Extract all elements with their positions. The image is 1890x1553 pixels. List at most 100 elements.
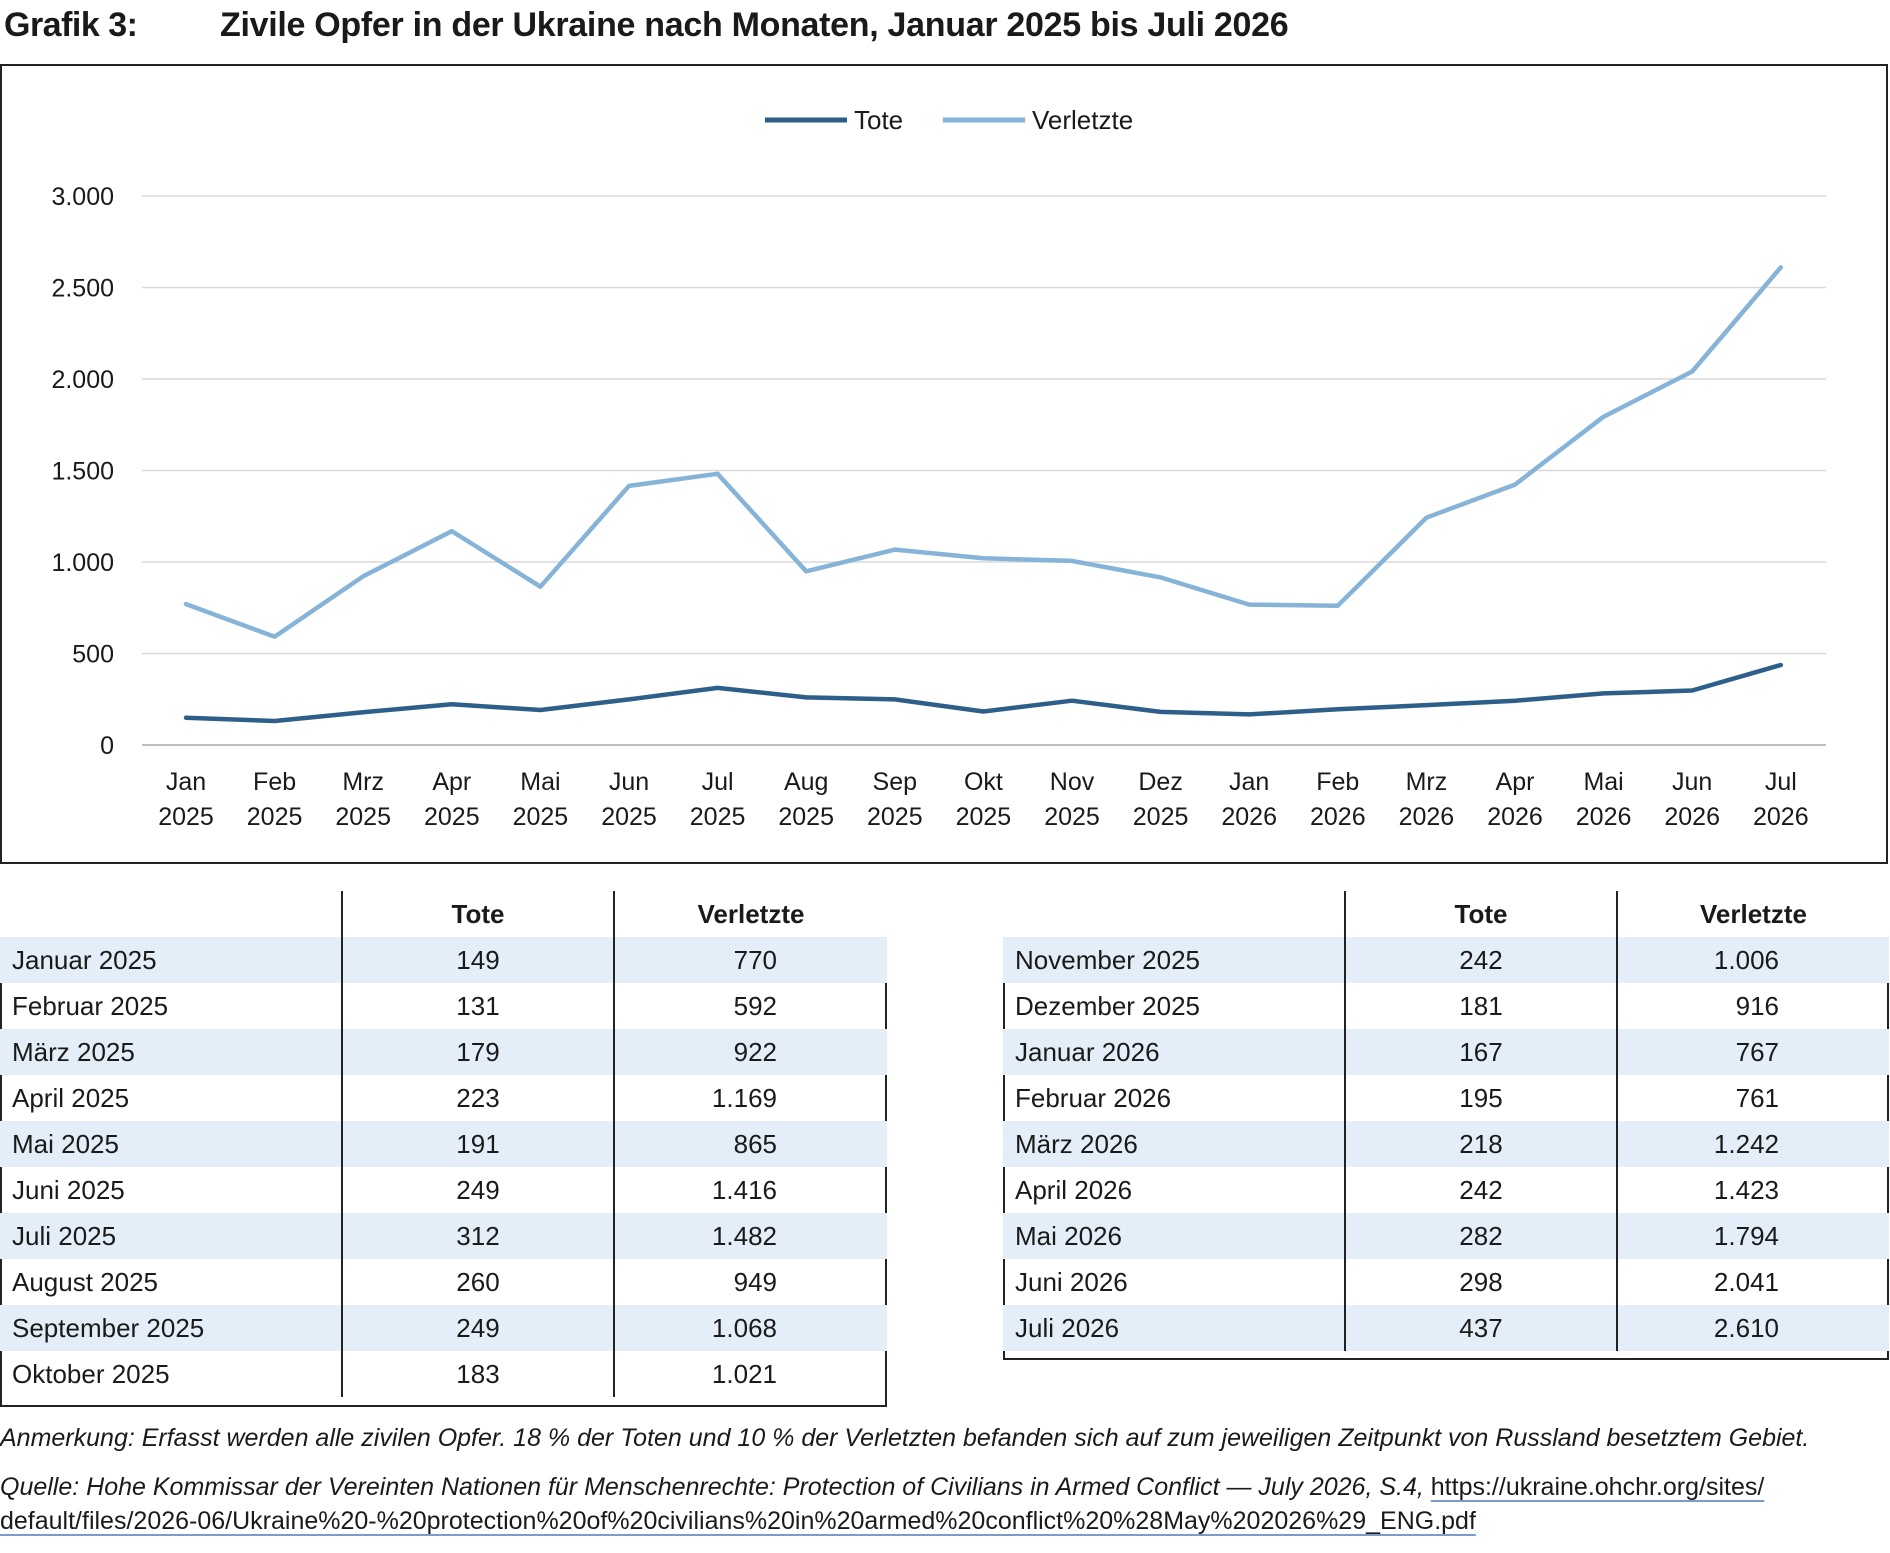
table-cell-tote: 282 — [1344, 1213, 1617, 1259]
table-cell-verletzte: 949 — [613, 1259, 887, 1305]
table-cell-verletzte: 1.482 — [613, 1213, 887, 1259]
table-cell-tote: 218 — [1344, 1121, 1617, 1167]
table-cell-verletzte: 761 — [1616, 1075, 1889, 1121]
table-row: Mai 2025 191 865 — [0, 1121, 887, 1167]
x-tick-label-year: 2025 — [601, 803, 657, 831]
table-cell-month: Mai 2026 — [1003, 1213, 1345, 1259]
x-tick-label-month: Sep — [873, 768, 917, 796]
y-tick-label: 1.000 — [51, 549, 114, 577]
table-row: August 2025 260 949 — [0, 1259, 887, 1305]
source-text: Quelle: Hohe Kommissar der Vereinten Nat… — [0, 1473, 1424, 1501]
table-header-empty — [1003, 891, 1345, 937]
table-row: November 2025 242 1.006 — [1003, 937, 1889, 983]
table-cell-verletzte: 592 — [613, 983, 887, 1029]
source-url-part1[interactable]: https://ukraine.ohchr.org/sites/ — [1430, 1473, 1765, 1501]
table-cell-verletzte: 2.610 — [1616, 1305, 1889, 1351]
table-row: Juni 2026 298 2.041 — [1003, 1259, 1889, 1305]
table-cell-verletzte: 865 — [613, 1121, 887, 1167]
table-header-row: Tote Verletzte — [1003, 891, 1889, 937]
x-tick-label-month: Nov — [1050, 768, 1095, 796]
table-cell-month: April 2026 — [1015, 1174, 1133, 1205]
x-tick-label-year: 2026 — [1221, 803, 1277, 831]
legend-tote-label: Tote — [854, 105, 903, 135]
table-header-tote: Tote — [341, 891, 614, 937]
x-tick-label-year: 2026 — [1487, 803, 1543, 831]
table-cell-tote: 223 — [341, 1075, 614, 1121]
table-row: Dezember 2025 181 916 — [1003, 983, 1889, 1029]
table-cell-month: Juni 2025 — [12, 1174, 125, 1205]
x-tick-label-month: Feb — [1316, 768, 1359, 796]
data-table-left: Tote Verletzte Januar 2025 149 770 Februar … — [0, 891, 887, 1397]
x-tick-label-month: Mai — [520, 768, 560, 796]
table-cell-tote: 149 — [341, 937, 614, 983]
table-cell-month: Juli 2026 — [1003, 1305, 1345, 1351]
table-cell-verletzte: 1.242 — [1616, 1121, 1889, 1167]
y-tick-label: 2.000 — [51, 366, 114, 394]
table-cell-verletzte: 1.021 — [613, 1351, 887, 1397]
table-cell-tote: 242 — [1344, 937, 1617, 983]
series-line-tote — [183, 662, 1784, 724]
x-tick-label-month: Feb — [253, 768, 296, 796]
table-row: April 2026 242 1.423 — [1003, 1167, 1889, 1213]
table-cell-month: Oktober 2025 — [12, 1358, 170, 1389]
table-cell-verletzte: 1.423 — [1616, 1167, 1889, 1213]
source-note: Quelle: Hohe Kommissar der Vereinten Nat… — [0, 1470, 1890, 1538]
x-tick-label-year: 2025 — [867, 803, 923, 831]
x-tick-label-year: 2025 — [513, 803, 569, 831]
table-cell-month: Dezember 2025 — [1015, 990, 1200, 1021]
table-header-verletzte: Verletzte — [1616, 891, 1889, 937]
series-line-verletzte — [183, 265, 1784, 639]
x-tick-label-year: 2025 — [956, 803, 1012, 831]
table-cell-month: Februar 2026 — [1015, 1082, 1172, 1113]
table-cell-verletzte: 2.041 — [1616, 1259, 1889, 1305]
table-row: Juli 2026 437 2.610 — [1003, 1305, 1889, 1351]
figure-header: Grafik 3: Zivile Opfer in der Ukraine na… — [0, 6, 1890, 54]
y-tick-label: 3.000 — [51, 183, 114, 211]
table-cell-tote: 249 — [341, 1305, 614, 1351]
table-row: März 2025 179 922 — [0, 1029, 887, 1075]
table-cell-month: März 2026 — [1003, 1121, 1345, 1167]
table-cell-verletzte: 1.006 — [1616, 937, 1889, 983]
x-tick-label-month: Jun — [1672, 768, 1712, 796]
table-row: März 2026 218 1.242 — [1003, 1121, 1889, 1167]
x-tick-label-month: Mai — [1583, 768, 1623, 796]
x-tick-label-month: Okt — [964, 768, 1003, 796]
table-cell-tote: 437 — [1344, 1305, 1617, 1351]
x-tick-label-month: Mrz — [342, 768, 384, 796]
x-tick-label-year: 2025 — [1133, 803, 1189, 831]
table-cell-month: Juni 2026 — [1015, 1266, 1128, 1297]
table-cell-tote: 167 — [1344, 1029, 1617, 1075]
table-cell-tote: 260 — [341, 1259, 614, 1305]
table-cell-verletzte: 1.794 — [1616, 1213, 1889, 1259]
x-tick-label-month: Jul — [1765, 768, 1797, 796]
table-row: Juli 2025 312 1.482 — [0, 1213, 887, 1259]
x-tick-label-year: 2025 — [778, 803, 834, 831]
table-cell-month: Mai 2025 — [0, 1121, 342, 1167]
x-tick-label-year: 2025 — [158, 803, 214, 831]
x-tick-label-year: 2025 — [335, 803, 391, 831]
x-tick-label-month: Dez — [1138, 768, 1182, 796]
table-cell-month: August 2025 — [12, 1266, 159, 1297]
x-tick-label-year: 2026 — [1664, 803, 1720, 831]
table-header-empty — [0, 891, 342, 937]
table-cell-month: November 2025 — [1003, 937, 1345, 983]
table-row: Januar 2025 149 770 — [0, 937, 887, 983]
table-cell-tote: 312 — [341, 1213, 614, 1259]
table-header-verletzte: Verletzte — [613, 891, 887, 937]
table-cell-month: Juli 2025 — [0, 1213, 342, 1259]
table-cell-tote: 298 — [1344, 1259, 1617, 1305]
table-row: Mai 2026 282 1.794 — [1003, 1213, 1889, 1259]
chart-frame: 0 500 1.000 1.500 2.000 2.500 3.000 Jan 2025 Feb 2… — [0, 64, 1888, 864]
table-header-tote: Tote — [1344, 891, 1617, 937]
x-tick-label-month: Apr — [1496, 768, 1535, 796]
table-header-row: Tote Verletzte — [0, 891, 887, 937]
y-tick-label: 2.500 — [51, 275, 114, 303]
x-tick-label-month: Jan — [1229, 768, 1269, 796]
table-cell-verletzte: 1.068 — [613, 1305, 887, 1351]
source-url-part2[interactable]: default/files/2026-06/Ukraine%20-%20prot… — [0, 1507, 1476, 1535]
table-row: Oktober 2025 183 1.021 — [0, 1351, 887, 1397]
table-row: Februar 2026 195 761 — [1003, 1075, 1889, 1121]
table-cell-verletzte: 916 — [1616, 983, 1889, 1029]
table-cell-tote: 242 — [1344, 1167, 1617, 1213]
y-tick-label: 1.500 — [51, 458, 114, 486]
